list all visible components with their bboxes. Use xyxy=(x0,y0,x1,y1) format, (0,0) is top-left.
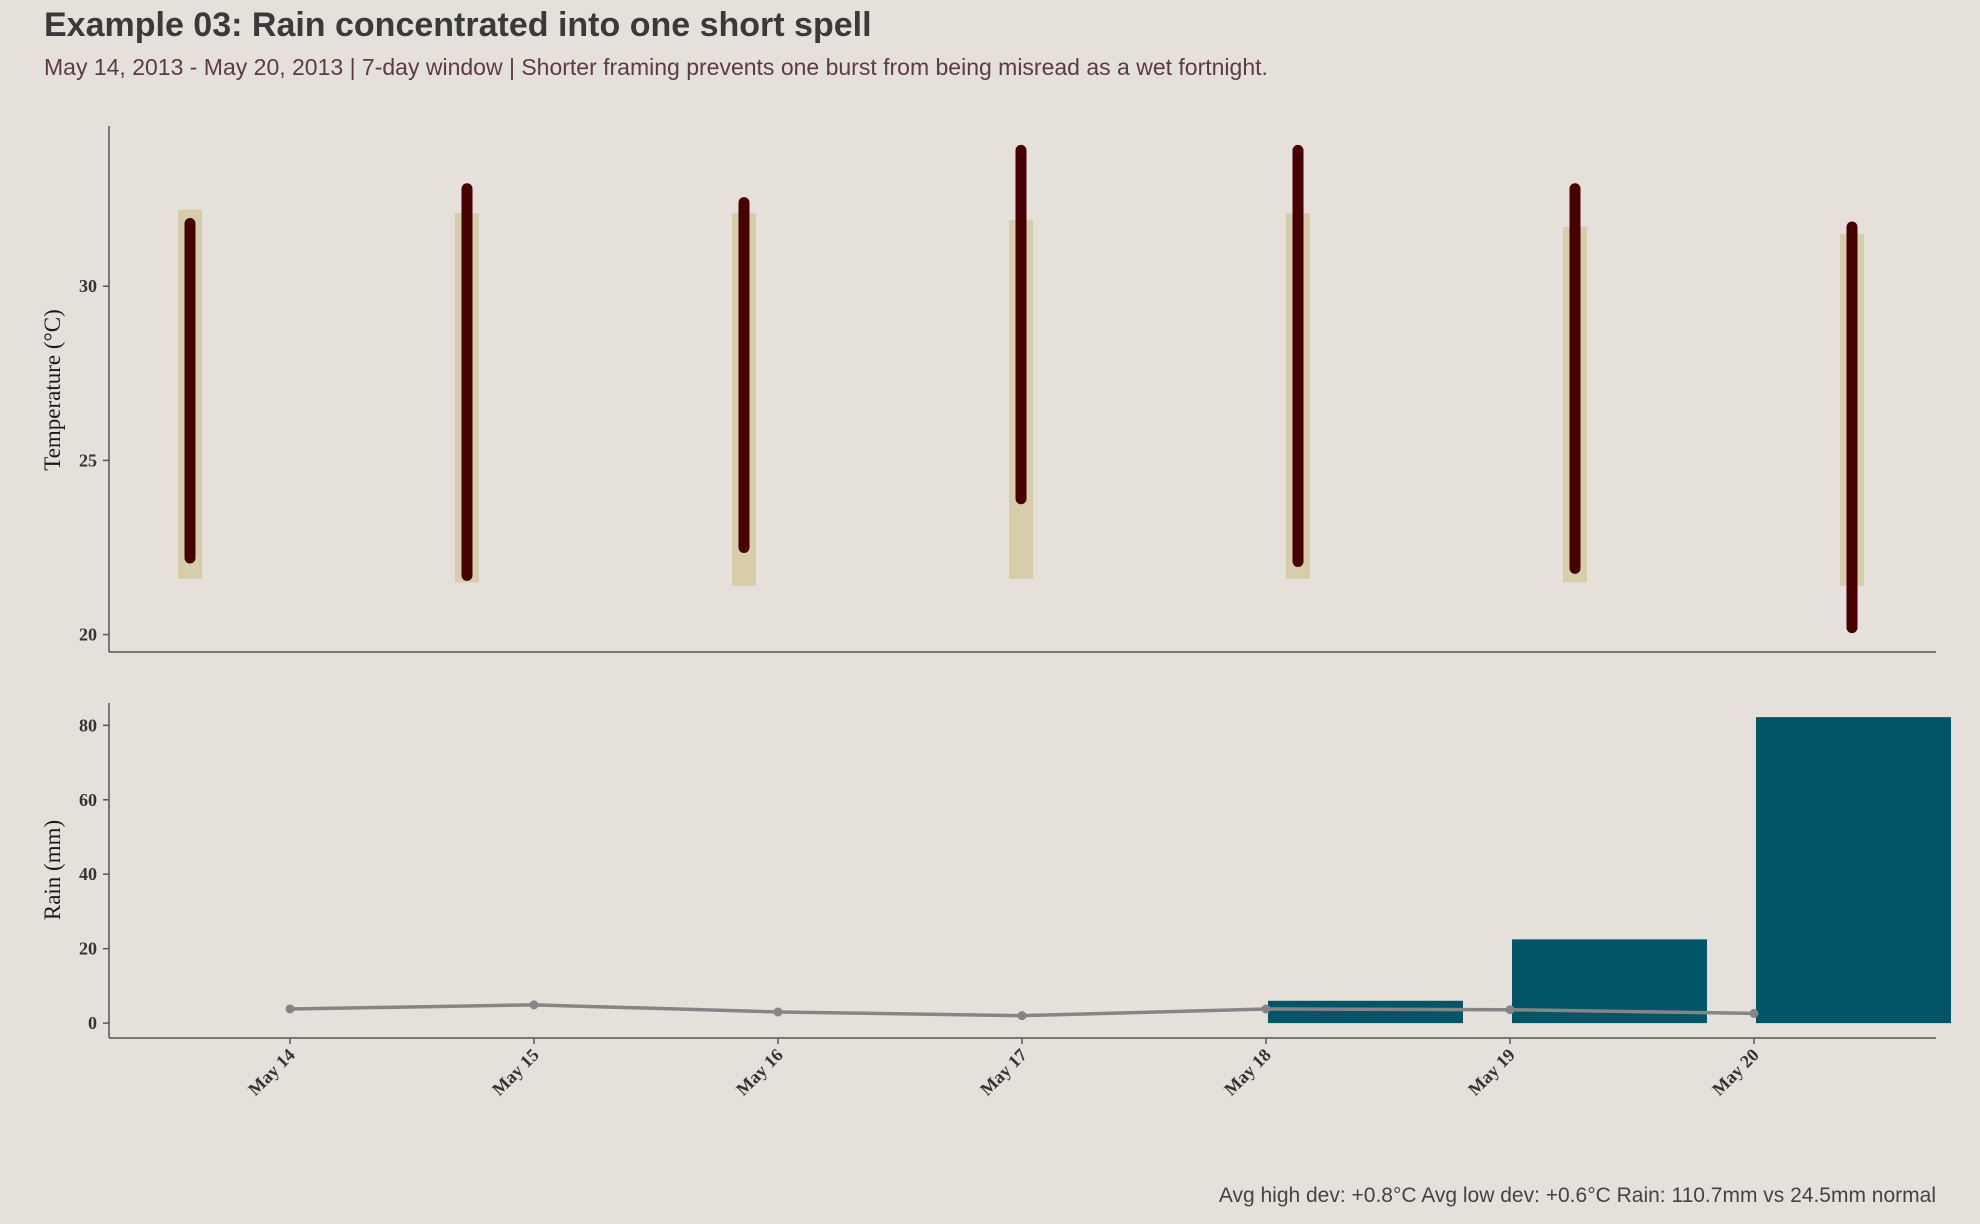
date-tick-label: May 14 xyxy=(244,1045,299,1100)
date-tick-label: May 20 xyxy=(1708,1045,1763,1100)
summary-footer: Avg high dev: +0.8°C Avg low dev: +0.6°C… xyxy=(1218,1184,1936,1207)
chart-subtitle: May 14, 2013 - May 20, 2013 | 7-day wind… xyxy=(44,54,1268,80)
normal-rain-point xyxy=(1749,1008,1759,1018)
normal-rain-point xyxy=(1261,1004,1271,1014)
rain-bar xyxy=(1268,1000,1463,1024)
normal-rain-point xyxy=(773,1007,783,1017)
rain-axis-title: Rain (mm) xyxy=(40,820,65,920)
actual-temperature-ranges xyxy=(184,144,1858,634)
normal-rain-point xyxy=(529,1000,539,1010)
temperature-tick-label: 20 xyxy=(79,625,97,645)
temperature-axis-title: Temperature (°C) xyxy=(40,309,65,470)
rain-bar xyxy=(1756,717,1951,1024)
normal-rain-point xyxy=(1505,1005,1515,1015)
date-tick-label: May 16 xyxy=(732,1045,787,1100)
rain-tick-label: 80 xyxy=(79,715,97,735)
rain-tick-label: 60 xyxy=(79,790,97,810)
temperature-panel: 20 25 30 Temperature (°C) xyxy=(40,126,1936,653)
date-tick-label: May 17 xyxy=(976,1045,1031,1100)
rain-bars xyxy=(1268,717,1951,1024)
normal-rain-point xyxy=(1017,1011,1027,1021)
chart-title: Example 03: Rain concentrated into one s… xyxy=(44,6,872,44)
date-tick-label: May 18 xyxy=(1220,1045,1275,1100)
temperature-tick-label: 25 xyxy=(79,450,97,470)
date-x-ticks: May 14 May 15 May 16 May 17 May 18 May 19 May … xyxy=(244,1038,1763,1099)
rain-tick-label: 0 xyxy=(88,1013,97,1033)
date-tick-label: May 15 xyxy=(488,1045,543,1100)
date-tick-label: May 19 xyxy=(1464,1045,1519,1100)
temperature-y-ticks: 20 25 30 xyxy=(79,276,109,645)
temperature-tick-label: 30 xyxy=(79,276,97,296)
normal-rain-point xyxy=(285,1004,295,1014)
rain-y-ticks: 0 20 40 60 80 xyxy=(79,715,109,1033)
rain-tick-label: 40 xyxy=(79,864,97,884)
normal-rain-line xyxy=(285,1000,1759,1021)
rain-panel: 0 20 40 60 80 May 14 May 15 May 16 May 17 May 18… xyxy=(40,703,1951,1099)
rain-tick-label: 20 xyxy=(79,939,97,959)
